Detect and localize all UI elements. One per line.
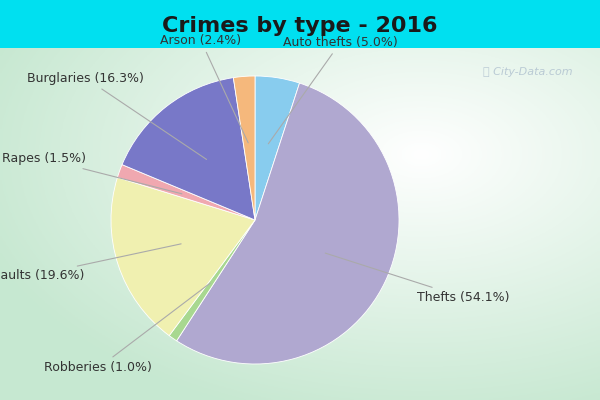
Text: Auto thefts (5.0%): Auto thefts (5.0%) xyxy=(268,36,398,144)
Wedge shape xyxy=(122,78,255,220)
Wedge shape xyxy=(169,220,255,341)
Wedge shape xyxy=(111,178,255,336)
Wedge shape xyxy=(233,76,255,220)
Text: Crimes by type - 2016: Crimes by type - 2016 xyxy=(162,16,438,36)
Wedge shape xyxy=(118,165,255,220)
Text: Burglaries (16.3%): Burglaries (16.3%) xyxy=(27,72,206,160)
Text: ⓘ City-Data.com: ⓘ City-Data.com xyxy=(483,67,573,77)
Wedge shape xyxy=(255,76,299,220)
Text: Thefts (54.1%): Thefts (54.1%) xyxy=(325,253,510,304)
Text: Assaults (19.6%): Assaults (19.6%) xyxy=(0,244,181,282)
Wedge shape xyxy=(176,83,399,364)
Text: Rapes (1.5%): Rapes (1.5%) xyxy=(2,152,182,194)
Text: Robberies (1.0%): Robberies (1.0%) xyxy=(44,283,210,374)
Text: Arson (2.4%): Arson (2.4%) xyxy=(160,34,248,143)
